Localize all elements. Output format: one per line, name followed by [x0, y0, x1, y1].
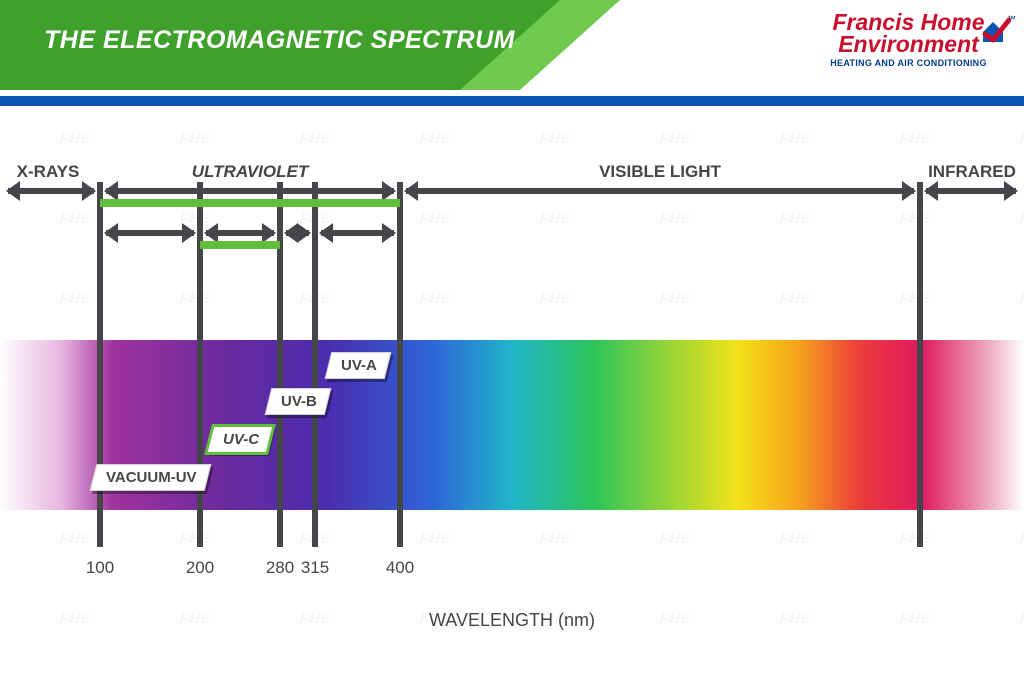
uv-band-box: VACUUM-UV — [89, 464, 210, 491]
range-arrow-uvc — [206, 230, 274, 236]
range-arrow-vacuv — [106, 230, 194, 236]
tick-label: 200 — [186, 558, 214, 578]
logo-tm: ™ — [1007, 14, 1016, 24]
region-label: VISIBLE LIGHT — [599, 162, 721, 182]
uv-band-label: UV-C — [223, 431, 259, 448]
tick-label: 315 — [301, 558, 329, 578]
uv-band-box: UV-B — [264, 388, 331, 415]
range-arrow-uvb — [286, 230, 309, 236]
header-rule — [0, 96, 1024, 106]
tick-label: 280 — [266, 558, 294, 578]
page-title: THE ELECTROMAGNETIC SPECTRUM — [44, 26, 515, 55]
tick-label: 100 — [86, 558, 114, 578]
region-label: INFRARED — [928, 162, 1016, 182]
highlight-span — [200, 241, 280, 249]
wavelength-divider — [312, 182, 318, 547]
highlight-span — [100, 199, 400, 207]
tick-label: 400 — [386, 558, 414, 578]
range-arrow-visible — [406, 188, 914, 194]
range-arrow-uva — [321, 230, 394, 236]
range-arrow-uv — [106, 188, 394, 194]
wavelength-divider — [197, 182, 203, 547]
uv-band-label: VACUUM-UV — [106, 469, 197, 486]
uv-band-label: UV-A — [341, 357, 377, 374]
logo-tagline: HEATING AND AIR CONDITIONING — [811, 58, 1006, 68]
range-arrow-ir — [926, 188, 1016, 194]
uv-band-box: UV-C — [207, 426, 274, 453]
region-label: X-RAYS — [17, 162, 80, 182]
wavelength-divider — [917, 182, 923, 547]
logo-line2: Environment — [811, 34, 1006, 56]
wavelength-divider — [97, 182, 103, 547]
brand-logo: Francis Home Environment HEATING AND AIR… — [811, 12, 1006, 68]
range-arrow-xrays — [8, 188, 94, 194]
uv-band-box: UV-A — [324, 352, 391, 379]
axis-label: WAVELENGTH (nm) — [0, 610, 1024, 631]
uv-band-label: UV-B — [281, 393, 317, 410]
wavelength-divider — [277, 182, 283, 547]
wavelength-divider — [397, 182, 403, 547]
spectrum-diagram: WAVELENGTH (nm) 100 200 280 315 400 X-RAYS ULT… — [0, 120, 1024, 680]
region-label: ULTRAVIOLET — [192, 162, 308, 182]
